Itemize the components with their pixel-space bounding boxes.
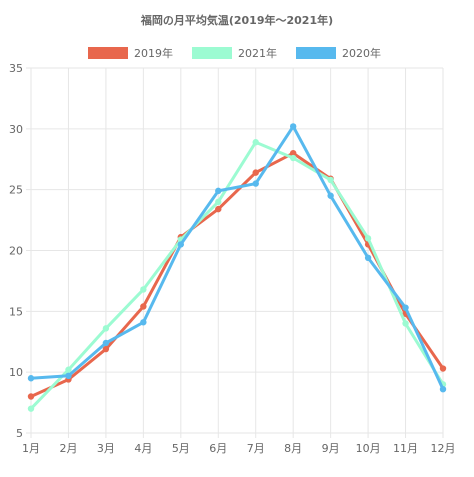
data-point[interactable] — [65, 372, 72, 380]
data-point[interactable] — [402, 320, 409, 327]
data-point[interactable] — [102, 325, 110, 332]
data-point[interactable] — [27, 375, 35, 382]
y-axis-ticks: 5 10 15 20 25 30 35 — [9, 62, 23, 440]
x-tick-label: 11月 — [393, 442, 418, 455]
data-point[interactable] — [65, 366, 72, 373]
data-point[interactable] — [27, 393, 35, 400]
x-tick-label: 8月 — [284, 442, 302, 455]
y-tick-label: 30 — [9, 123, 23, 136]
series-line — [30, 124, 445, 390]
data-point[interactable] — [289, 123, 297, 130]
x-tick-label: 5月 — [172, 442, 190, 455]
legend-swatch[interactable] — [296, 47, 336, 59]
chart-title: 福岡の月平均気温(2019年～2021年) — [140, 13, 333, 27]
data-point[interactable] — [102, 345, 110, 353]
y-tick-label: 15 — [9, 305, 23, 318]
legend-label[interactable]: 2020年 — [342, 46, 381, 60]
data-point[interactable] — [215, 187, 222, 195]
x-tick-label: 2月 — [59, 442, 77, 455]
data-point[interactable] — [140, 303, 147, 310]
x-tick-label: 1月 — [22, 442, 40, 455]
data-point[interactable] — [439, 386, 447, 393]
x-tick-label: 10月 — [356, 442, 381, 455]
data-point[interactable] — [140, 319, 147, 326]
series-layer — [27, 123, 447, 412]
x-tick-label: 4月 — [134, 442, 152, 455]
data-point[interactable] — [102, 339, 110, 347]
y-tick-label: 35 — [9, 62, 23, 75]
data-point[interactable] — [215, 205, 222, 213]
x-tick-label: 7月 — [247, 442, 265, 455]
grid-lines — [26, 67, 444, 438]
data-point[interactable] — [364, 235, 372, 242]
data-point[interactable] — [364, 254, 372, 261]
x-axis-ticks: 1月 2月 3月 4月 5月 6月 7月 8月 9月 10月 11月 12月 — [22, 442, 456, 455]
x-tick-label: 12月 — [431, 442, 456, 455]
data-point[interactable] — [289, 154, 297, 162]
data-point[interactable] — [439, 365, 447, 372]
series-line — [29, 140, 445, 410]
data-point[interactable] — [177, 241, 185, 248]
x-tick-label: 3月 — [97, 442, 115, 455]
data-point[interactable] — [140, 286, 147, 293]
y-tick-label: 25 — [9, 184, 23, 197]
legend: 2019年 2021年 2020年 — [88, 46, 381, 60]
data-point[interactable] — [27, 405, 35, 412]
legend-label[interactable]: 2019年 — [134, 46, 173, 60]
legend-swatch[interactable] — [192, 47, 232, 59]
data-point[interactable] — [252, 169, 259, 176]
data-point[interactable] — [289, 149, 297, 157]
x-tick-label: 6月 — [209, 442, 227, 455]
data-point[interactable] — [327, 192, 334, 199]
data-point[interactable] — [252, 139, 259, 146]
y-tick-label: 20 — [9, 245, 23, 258]
y-tick-label: 10 — [9, 366, 23, 379]
legend-swatch[interactable] — [88, 47, 128, 59]
data-point[interactable] — [252, 180, 259, 187]
data-point[interactable] — [327, 176, 334, 184]
legend-label[interactable]: 2021年 — [238, 46, 277, 60]
data-point[interactable] — [215, 198, 222, 206]
y-tick-label: 5 — [16, 427, 23, 440]
x-tick-label: 9月 — [322, 442, 340, 455]
data-point[interactable] — [402, 304, 409, 311]
